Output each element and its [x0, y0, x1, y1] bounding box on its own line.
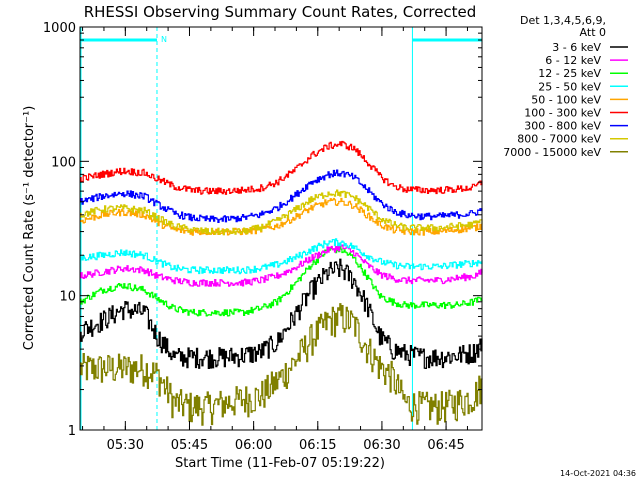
legend-label-6: 100 - 300 keV	[524, 107, 601, 120]
legend-label-5: 50 - 100 keV	[531, 93, 601, 106]
chart-title: RHESSI Observing Summary Count Rates, Co…	[84, 3, 477, 21]
legend-label-1: 3 - 6 keV	[552, 41, 601, 54]
legend-header-1: Det 1,3,4,5,6,9,	[520, 14, 606, 27]
legend-label-9: 7000 - 15000 keV	[503, 146, 601, 159]
x-tick-label-4: 06:15	[299, 438, 336, 453]
legend-label-3: 12 - 25 keV	[538, 67, 601, 80]
series-line-5	[80, 197, 483, 236]
series-line-7	[80, 169, 483, 223]
legend-header-2: Att 0	[580, 26, 606, 39]
series-line-2	[80, 244, 483, 287]
y-tick-label-1: 1	[68, 424, 76, 439]
legend-label-7: 300 - 800 keV	[524, 120, 601, 133]
x-axis-ticks: 05:30 05:45 06:00 06:15 06:30 06:45	[82, 27, 468, 453]
legend-label-8: 800 - 7000 keV	[517, 133, 601, 146]
saa-marker: N	[161, 35, 167, 44]
x-axis-label: Start Time (11-Feb-07 05:19:22)	[175, 456, 385, 471]
x-tick-label-2: 05:45	[171, 438, 208, 453]
y-tick-label-2: 10	[59, 290, 76, 305]
series-line-1	[80, 258, 483, 369]
series-line-3	[80, 246, 483, 317]
y-tick-label-3: 100	[51, 155, 76, 170]
y-axis-label: Corrected Count Rate (s⁻¹ detector⁻¹)	[22, 106, 37, 351]
legend-label-2: 6 - 12 keV	[545, 54, 601, 67]
footer-timestamp: 14-Oct-2021 04:36	[560, 469, 636, 478]
series-line-4	[80, 238, 483, 275]
x-tick-label-1: 05:30	[107, 438, 144, 453]
series-line-6	[80, 140, 483, 195]
y-axis-ticks: 1 10 100 1000	[43, 21, 482, 439]
y-tick-label-4: 1000	[43, 21, 76, 36]
legend-label-4: 25 - 50 keV	[538, 80, 601, 93]
series-line-9	[80, 303, 483, 426]
plot-frame	[79, 26, 483, 431]
series-lines	[80, 140, 483, 426]
x-tick-label-5: 06:30	[363, 438, 400, 453]
x-tick-label-6: 06:45	[427, 438, 464, 453]
series-line-8	[80, 189, 483, 236]
x-tick-label-3: 06:00	[235, 438, 272, 453]
